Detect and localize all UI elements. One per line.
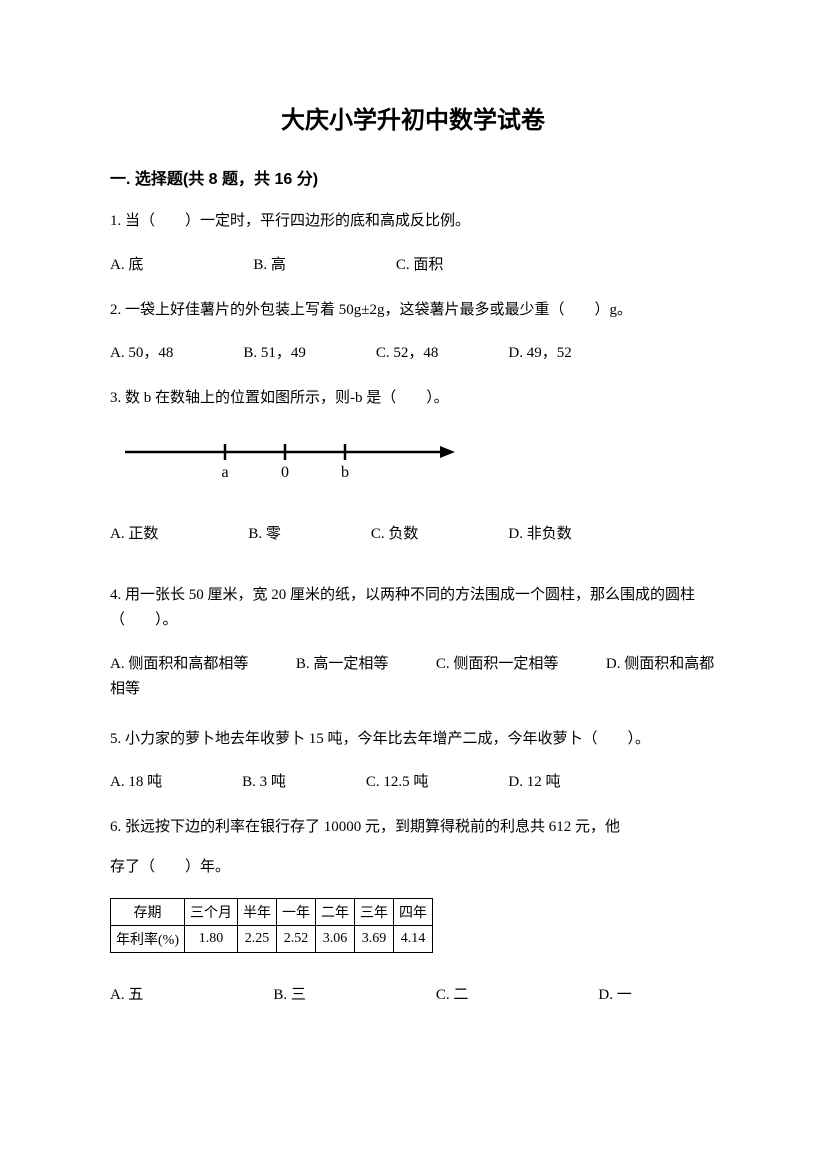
- table-cell: 1.80: [185, 926, 238, 953]
- table-cell: 存期: [111, 899, 185, 926]
- table-cell: 2.25: [238, 926, 277, 953]
- question-6-line1: 6. 张远按下边的利率在银行存了 10000 元，到期算得税前的利息共 612 …: [110, 815, 716, 841]
- q4-option-b: B. 高一定相等: [296, 656, 389, 672]
- interest-rate-table: 存期 三个月 半年 一年 二年 三年 四年 年利率(%) 1.80 2.25 2…: [110, 898, 716, 953]
- q1-option-c: C. 面积: [396, 253, 444, 274]
- table-cell: 二年: [316, 899, 355, 926]
- q4-option-c: C. 侧面积一定相等: [436, 656, 559, 672]
- question-1: 1. 当（ ）一定时，平行四边形的底和高成反比例。: [110, 209, 716, 235]
- question-1-options: A. 底 B. 高 C. 面积: [110, 253, 716, 274]
- table-cell: 三年: [355, 899, 394, 926]
- question-5: 5. 小力家的萝卜地去年收萝卜 15 吨，今年比去年增产二成，今年收萝卜（ ）。: [110, 727, 716, 753]
- q6-option-c: C. 二: [436, 983, 469, 1004]
- table-cell: 四年: [394, 899, 433, 926]
- question-4: 4. 用一张长 50 厘米，宽 20 厘米的纸，以两种不同的方法围成一个圆柱，那…: [110, 583, 716, 634]
- q5-option-a: A. 18 吨: [110, 770, 162, 791]
- question-4-options: A. 侧面积和高都相等 B. 高一定相等 C. 侧面积一定相等 D. 侧面积和高…: [110, 652, 716, 703]
- q5-option-c: C. 12.5 吨: [366, 770, 429, 791]
- q3-option-b: B. 零: [248, 522, 281, 543]
- q3-option-c: C. 负数: [371, 522, 419, 543]
- q1-option-a: A. 底: [110, 253, 143, 274]
- question-2: 2. 一袋上好佳薯片的外包装上写着 50g±2g，这袋薯片最多或最少重（ ）g。: [110, 298, 716, 324]
- axis-label-b: b: [341, 464, 349, 481]
- section-header: 一. 选择题(共 8 题，共 16 分): [110, 165, 716, 189]
- table-cell: 三个月: [185, 899, 238, 926]
- exam-title: 大庆小学升初中数学试卷: [110, 100, 716, 135]
- table-cell: 一年: [277, 899, 316, 926]
- table-data-row: 年利率(%) 1.80 2.25 2.52 3.06 3.69 4.14: [111, 926, 433, 953]
- q6-option-b: B. 三: [273, 983, 306, 1004]
- q5-option-d: D. 12 吨: [508, 770, 560, 791]
- table-cell: 4.14: [394, 926, 433, 953]
- question-6-options: A. 五 B. 三 C. 二 D. 一: [110, 983, 716, 1004]
- number-line-diagram: a 0 b: [120, 432, 716, 492]
- table-cell: 3.69: [355, 926, 394, 953]
- table-cell: 半年: [238, 899, 277, 926]
- q6-option-a: A. 五: [110, 983, 143, 1004]
- axis-label-a: a: [221, 464, 228, 481]
- table-cell: 2.52: [277, 926, 316, 953]
- q6-option-d: D. 一: [598, 983, 631, 1004]
- q2-option-b: B. 51，49: [243, 341, 306, 362]
- question-5-options: A. 18 吨 B. 3 吨 C. 12.5 吨 D. 12 吨: [110, 770, 716, 791]
- q3-option-a: A. 正数: [110, 522, 158, 543]
- q2-option-a: A. 50，48: [110, 341, 173, 362]
- table-cell: 3.06: [316, 926, 355, 953]
- table-cell: 年利率(%): [111, 926, 185, 953]
- q4-option-a: A. 侧面积和高都相等: [110, 656, 248, 672]
- q1-option-b: B. 高: [253, 253, 286, 274]
- q3-option-d: D. 非负数: [508, 522, 571, 543]
- q2-option-d: D. 49，52: [508, 341, 571, 362]
- question-3: 3. 数 b 在数轴上的位置如图所示，则-b 是（ ）。: [110, 386, 716, 412]
- q2-option-c: C. 52，48: [376, 341, 439, 362]
- question-6-line2: 存了（ ）年。: [110, 855, 716, 881]
- question-3-options: A. 正数 B. 零 C. 负数 D. 非负数: [110, 522, 716, 543]
- table-header-row: 存期 三个月 半年 一年 二年 三年 四年: [111, 899, 433, 926]
- question-2-options: A. 50，48 B. 51，49 C. 52，48 D. 49，52: [110, 341, 716, 362]
- axis-label-zero: 0: [281, 464, 289, 481]
- q5-option-b: B. 3 吨: [242, 770, 286, 791]
